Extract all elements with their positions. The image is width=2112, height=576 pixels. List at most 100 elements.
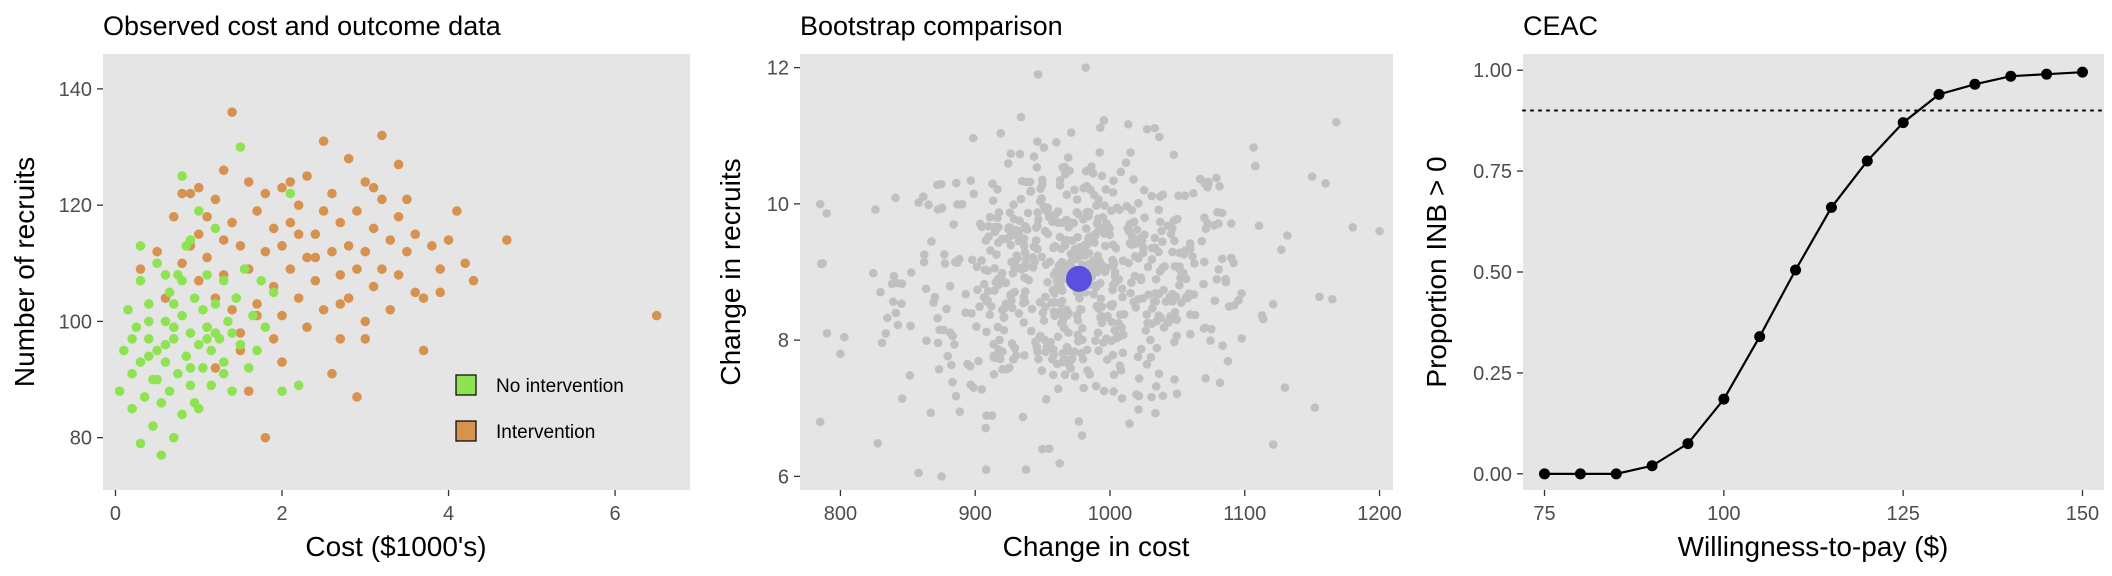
bootstrap-point xyxy=(1016,112,1026,122)
bootstrap-point xyxy=(1017,176,1027,186)
bootstrap-point xyxy=(1003,159,1013,168)
bootstrap-point xyxy=(1214,265,1224,274)
bootstrap-point xyxy=(1234,295,1243,305)
bootstrap-point xyxy=(1172,331,1182,341)
panel1-xlabel: Cost ($1000's) xyxy=(305,531,486,562)
point-intervention xyxy=(277,310,287,321)
point-intervention xyxy=(235,241,246,251)
panel2-xlabel: Change in cost xyxy=(1003,531,1190,562)
bootstrap-point xyxy=(1034,215,1043,224)
bootstrap-point xyxy=(1117,284,1127,294)
bootstrap-point xyxy=(1190,310,1200,320)
point-intervention xyxy=(318,136,329,146)
point-no-intervention xyxy=(160,357,171,367)
bootstrap-point xyxy=(990,227,1000,237)
bootstrap-point xyxy=(1018,412,1028,422)
bootstrap-point xyxy=(1073,232,1082,242)
bootstrap-point xyxy=(1258,314,1268,324)
bootstrap-point xyxy=(815,417,825,427)
bootstrap-point xyxy=(1070,372,1080,381)
point-no-intervention xyxy=(156,398,167,408)
bootstrap-point xyxy=(1129,297,1138,307)
point-no-intervention xyxy=(185,380,196,391)
bootstrap-point xyxy=(986,246,995,255)
panel2-xtick-label: 900 xyxy=(959,503,992,525)
bootstrap-point xyxy=(1147,191,1157,201)
bootstrap-point xyxy=(1073,330,1083,340)
bootstrap-point xyxy=(1035,197,1045,206)
point-no-intervention xyxy=(135,438,146,449)
bootstrap-point xyxy=(934,365,944,374)
bootstrap-point xyxy=(1022,224,1031,233)
bootstrap-point xyxy=(1123,120,1133,129)
point-intervention xyxy=(360,334,371,344)
panel1-xtick-label: 0 xyxy=(110,503,121,525)
bootstrap-point xyxy=(836,349,845,359)
panel3-xtick-label: 150 xyxy=(2066,503,2099,525)
bootstrap-point xyxy=(1020,350,1029,360)
bootstrap-point xyxy=(1174,264,1184,273)
point-no-intervention xyxy=(160,339,171,350)
panel2-xtick-label: 1000 xyxy=(1088,503,1133,525)
point-no-intervention xyxy=(143,351,154,362)
bootstrap-point xyxy=(1150,243,1160,253)
bootstrap-point xyxy=(977,384,987,394)
bootstrap-point xyxy=(1172,389,1182,399)
bootstrap-point xyxy=(906,321,915,331)
bootstrap-point xyxy=(1058,163,1068,172)
bootstrap-point xyxy=(1180,191,1190,200)
bootstrap-point xyxy=(1055,459,1064,468)
bootstrap-point xyxy=(1096,123,1105,132)
bootstrap-point xyxy=(1037,252,1046,262)
point-intervention xyxy=(193,229,204,240)
bootstrap-point xyxy=(1044,444,1054,453)
bootstrap-point xyxy=(1011,351,1021,360)
point-no-intervention xyxy=(223,316,233,327)
point-no-intervention xyxy=(206,380,217,391)
bootstrap-point xyxy=(1127,205,1137,215)
bootstrap-point xyxy=(1200,323,1210,333)
panel1-ylabel: Number of recruits xyxy=(9,157,40,387)
point-no-intervention xyxy=(181,351,192,362)
bootstrap-point xyxy=(1116,167,1126,177)
panel2-ytick-label: 10 xyxy=(767,194,789,216)
bootstrap-point xyxy=(1147,254,1157,264)
bootstrap-point xyxy=(933,338,943,348)
bootstrap-point xyxy=(985,310,995,320)
point-intervention xyxy=(227,304,237,315)
bootstrap-point xyxy=(1033,137,1042,146)
bootstrap-point xyxy=(1088,169,1098,178)
bootstrap-point xyxy=(1081,224,1091,233)
bootstrap-point xyxy=(1133,352,1143,362)
bootstrap-point xyxy=(975,302,984,311)
bootstrap-point xyxy=(990,263,1000,273)
ceac-point xyxy=(1682,438,1694,450)
point-no-intervention xyxy=(185,363,196,373)
point-intervention xyxy=(318,206,329,216)
point-no-intervention xyxy=(248,310,258,321)
bootstrap-point xyxy=(873,439,883,448)
bootstrap-point xyxy=(954,254,964,264)
bootstrap-point xyxy=(1055,181,1065,190)
bootstrap-point xyxy=(998,365,1007,374)
bootstrap-point xyxy=(914,198,923,207)
bootstrap-point xyxy=(1038,444,1047,454)
ceac-point xyxy=(1897,117,1909,129)
bootstrap-point xyxy=(1057,257,1067,267)
bootstrap-point xyxy=(1156,313,1166,323)
bootstrap-point xyxy=(1150,123,1160,133)
bootstrap-point xyxy=(983,286,993,296)
bootstrap-point xyxy=(1019,241,1029,250)
point-intervention xyxy=(277,357,287,367)
point-intervention xyxy=(393,270,404,280)
bootstrap-point xyxy=(1134,374,1144,383)
bootstrap-point xyxy=(1110,326,1120,335)
bootstrap-point xyxy=(1210,296,1220,305)
bootstrap-point xyxy=(1000,303,1010,313)
point-intervention xyxy=(335,217,346,228)
bootstrap-point xyxy=(1041,395,1051,404)
bootstrap-point xyxy=(947,360,956,370)
bootstrap-point xyxy=(1050,210,1060,220)
point-intervention xyxy=(343,293,354,303)
bootstrap-point xyxy=(1148,304,1157,313)
